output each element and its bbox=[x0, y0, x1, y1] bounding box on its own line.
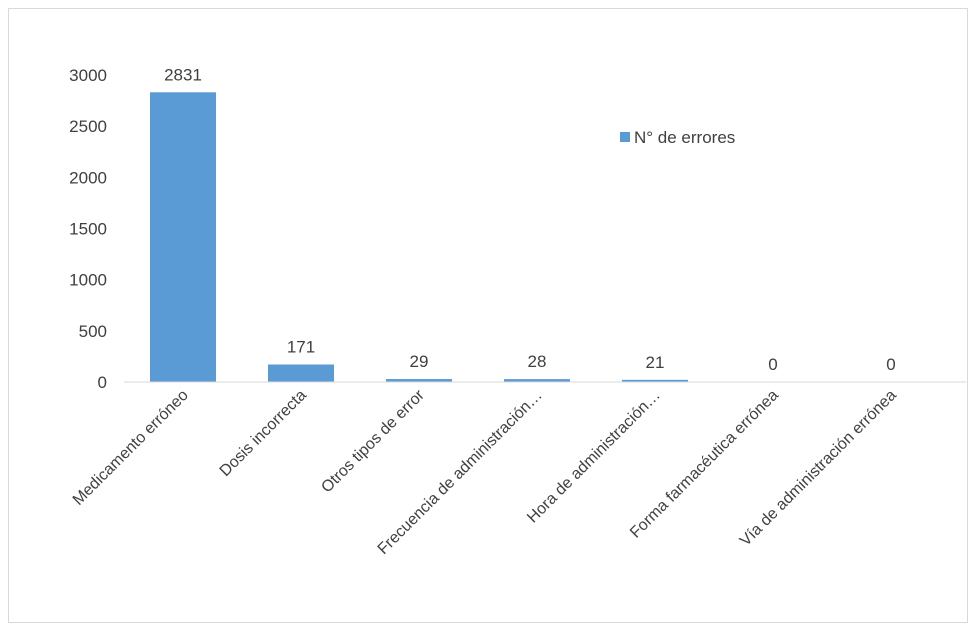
bar bbox=[386, 379, 452, 382]
y-tick-label: 3000 bbox=[69, 66, 107, 85]
y-tick-label: 0 bbox=[98, 373, 107, 392]
bar bbox=[268, 364, 334, 382]
chart-area: 0 500 1000 1500 2000 2500 3000 2831 171 29 28 21 0 0… bbox=[8, 8, 968, 623]
bar bbox=[504, 379, 570, 382]
y-tick-label: 1000 bbox=[69, 271, 107, 290]
y-tick-label: 2500 bbox=[69, 117, 107, 136]
y-tick-label: 1500 bbox=[69, 220, 107, 239]
category-label: Hora de administración… bbox=[524, 387, 664, 527]
category-label: Medicamento erróneo bbox=[70, 387, 192, 509]
legend: N° de errores bbox=[620, 128, 735, 147]
category-labels: Medicamento erróneo Dosis incorrecta Otros… bbox=[70, 386, 900, 558]
legend-swatch bbox=[620, 132, 630, 142]
bar bbox=[622, 379, 688, 382]
data-label: 28 bbox=[528, 352, 547, 371]
legend-label: N° de errores bbox=[634, 128, 735, 147]
data-label: 0 bbox=[886, 355, 895, 374]
data-label: 21 bbox=[646, 353, 665, 372]
data-label: 0 bbox=[768, 355, 777, 374]
data-label: 171 bbox=[287, 338, 315, 357]
bars bbox=[150, 92, 688, 382]
data-label: 2831 bbox=[164, 65, 202, 84]
data-label: 29 bbox=[410, 352, 429, 371]
category-label: Otros tipos de error bbox=[318, 386, 428, 496]
bar bbox=[150, 92, 216, 382]
y-axis-ticks: 0 500 1000 1500 2000 2500 3000 bbox=[69, 66, 107, 392]
y-tick-label: 500 bbox=[79, 322, 107, 341]
category-label: Dosis incorrecta bbox=[217, 387, 310, 480]
y-tick-label: 2000 bbox=[69, 168, 107, 187]
data-labels: 2831 171 29 28 21 0 0 bbox=[164, 65, 896, 374]
